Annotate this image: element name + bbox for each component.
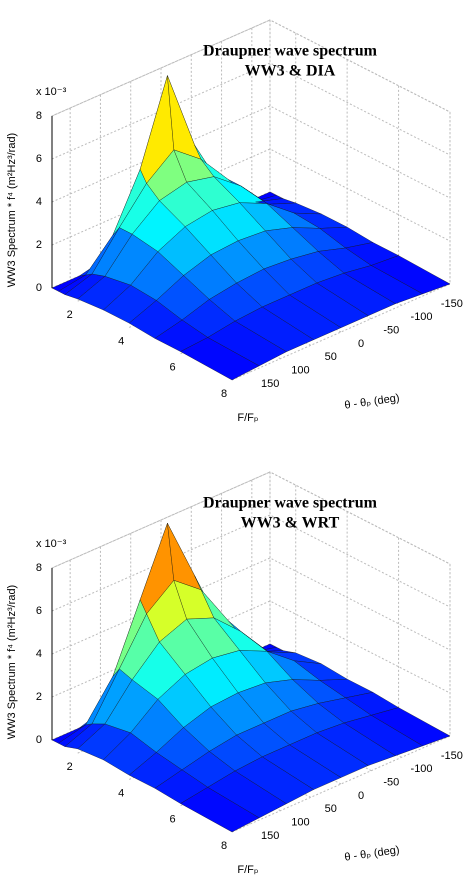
x-axis-label: F/Fₚ	[237, 864, 258, 876]
grid-line	[51, 557, 451, 655]
z-multiplier: x 10⁻³	[36, 538, 67, 550]
grid-line	[251, 28, 433, 293]
y-tick-label: 100	[291, 365, 309, 377]
y-axis-label: θ - θₚ (deg)	[344, 844, 401, 864]
x-tick-label: 4	[118, 787, 124, 799]
grid-line	[51, 19, 451, 117]
grid-line	[251, 480, 433, 745]
grid-line	[99, 546, 281, 812]
grid-line	[130, 81, 311, 346]
grid-line	[99, 94, 281, 360]
chart-panel: 0 2 4 6 8 2 4 6 8 -150 -100 -50 0 50 100 150 Draupner wa…	[6, 471, 463, 876]
grid-line	[51, 148, 451, 246]
grid-line	[77, 485, 297, 754]
side-wall	[269, 471, 451, 737]
y-tick-label: -100	[411, 311, 433, 323]
y-tick-label: 100	[291, 817, 309, 829]
y-tick-label: 150	[261, 830, 279, 842]
chart-panel: 0 2 4 6 8 2 4 6 8 -150 -100 -50 0 50 100 150 Draupner wa…	[6, 19, 463, 424]
z-tick-label: 4	[36, 648, 42, 660]
x-tick-label: 2	[67, 761, 73, 773]
y-tick-label: 0	[358, 790, 364, 802]
x-tick-label: 2	[67, 309, 73, 321]
y-axis-label: θ - θₚ (deg)	[344, 392, 401, 412]
z-axis-label: WW3 Spectrum * f⁴ (m²Hz³/rad)	[6, 133, 18, 287]
y-tick-label: -100	[411, 763, 433, 775]
x-tick-label: 6	[170, 814, 176, 826]
z-tick-label: 0	[36, 282, 42, 294]
grid-line	[221, 41, 402, 306]
grid-line	[180, 537, 400, 807]
y-tick-label: -150	[441, 750, 463, 762]
z-axis-label: WW3 Spectrum * f⁴ (m²Hz³/rad)	[6, 585, 18, 739]
grid-line	[190, 506, 372, 772]
grid-line	[69, 560, 251, 825]
chart-title: Draupner wave spectrum	[203, 43, 378, 60]
grid-line	[128, 511, 348, 780]
surface-patch	[370, 707, 451, 747]
chart-subtitle: WW3 & WRT	[241, 515, 340, 532]
surface-patch	[370, 255, 451, 295]
y-tick-label: -50	[383, 325, 399, 337]
z-tick-label: 6	[36, 153, 42, 165]
z-tick-label: 6	[36, 605, 42, 617]
y-tick-label: 50	[325, 803, 337, 815]
y-tick-label: 150	[261, 378, 279, 390]
y-tick-label: 50	[325, 351, 337, 363]
z-multiplier: x 10⁻³	[36, 86, 67, 98]
grid-line	[51, 471, 451, 569]
grid-line	[130, 533, 311, 798]
x-tick-label: 4	[118, 335, 124, 347]
grid-line	[77, 33, 297, 302]
z-tick-label: 8	[36, 562, 42, 574]
z-tick-label: 0	[36, 734, 42, 746]
z-tick-label: 2	[36, 239, 42, 251]
grid-line	[190, 54, 372, 320]
grid-line	[69, 108, 251, 373]
z-tick-label: 8	[36, 110, 42, 122]
grid-line	[231, 564, 451, 833]
y-tick-label: -50	[383, 777, 399, 789]
grid-line	[221, 493, 402, 758]
grid-line	[128, 59, 348, 328]
x-tick-label: 6	[170, 362, 176, 374]
y-tick-label: -150	[441, 298, 463, 310]
chart-subtitle: WW3 & DIA	[245, 63, 336, 80]
grid-line	[231, 112, 451, 381]
grid-line	[51, 514, 451, 612]
y-tick-label: 0	[358, 338, 364, 350]
grid-line	[180, 85, 400, 355]
x-tick-label: 8	[221, 840, 227, 852]
grid-line	[51, 600, 451, 698]
chart-title: Draupner wave spectrum	[203, 495, 378, 512]
z-tick-label: 4	[36, 196, 42, 208]
grid-line	[51, 62, 451, 160]
x-axis-label: F/Fₚ	[237, 412, 258, 424]
x-tick-label: 8	[221, 388, 227, 400]
z-tick-label: 2	[36, 691, 42, 703]
side-wall	[269, 19, 451, 285]
grid-line	[51, 105, 451, 203]
